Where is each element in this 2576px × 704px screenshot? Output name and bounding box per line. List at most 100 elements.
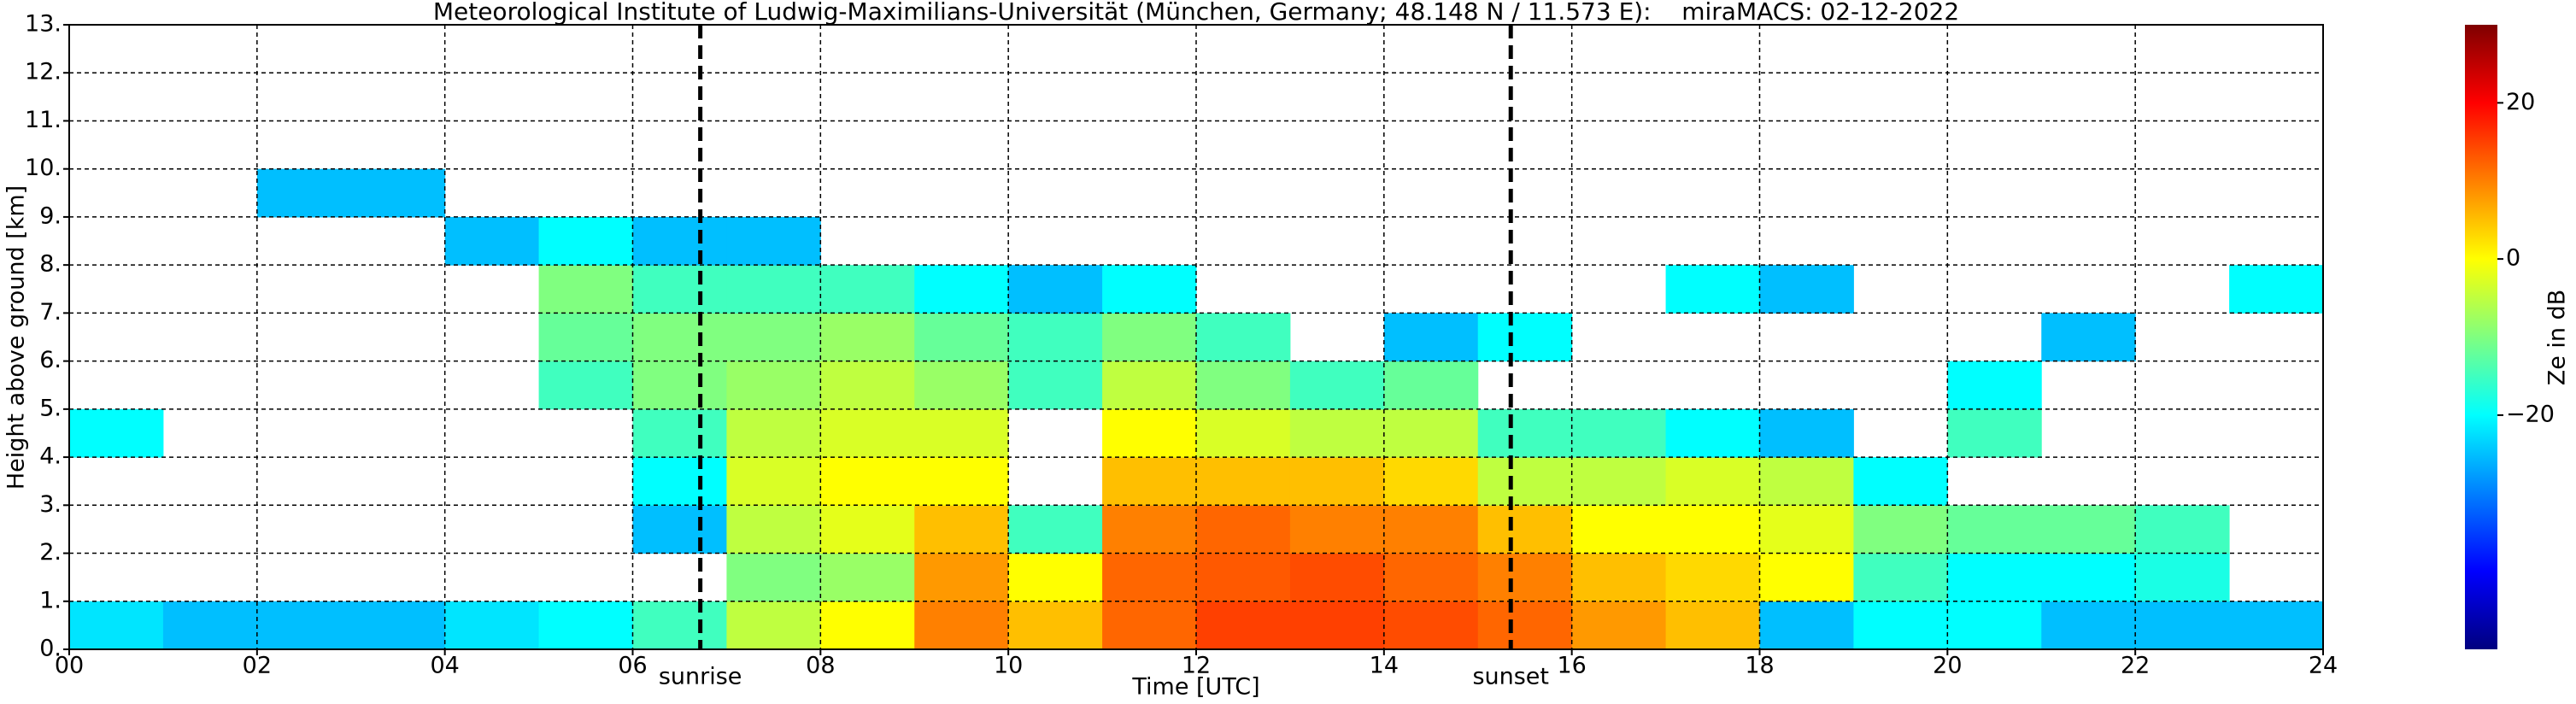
cell <box>1383 313 1479 362</box>
cell <box>1571 553 1667 602</box>
cell <box>1196 313 1291 362</box>
cell <box>350 168 446 218</box>
cell <box>820 408 915 458</box>
cells <box>69 168 2324 650</box>
x-tick-label: 04 <box>430 653 459 679</box>
y-tick-label: 5. <box>39 395 62 421</box>
cell <box>2041 313 2136 362</box>
cell <box>632 457 727 506</box>
chart-title: Meteorological Institute of Ludwig-Maxim… <box>433 0 1959 26</box>
cell <box>726 505 821 554</box>
cell <box>1759 553 1854 602</box>
cell <box>914 313 1009 362</box>
cell <box>726 265 821 314</box>
y-tick-label: 4. <box>39 443 62 470</box>
cell <box>2135 505 2230 554</box>
y-tick-label: 6. <box>39 347 62 373</box>
x-tick-label: 08 <box>806 653 835 679</box>
cell <box>1196 601 1291 650</box>
x-axis-label: Time [UTC] <box>1131 674 1259 701</box>
cell <box>1289 553 1385 602</box>
cell <box>726 216 821 266</box>
cell <box>1571 408 1667 458</box>
x-tick-label: 18 <box>1745 653 1774 679</box>
x-tick-label: 00 <box>55 653 84 679</box>
cell <box>256 168 352 218</box>
cell <box>1477 505 1573 554</box>
cell <box>632 216 727 266</box>
cell <box>1665 553 1760 602</box>
cell <box>1196 408 1291 458</box>
x-tick-label: 02 <box>243 653 272 679</box>
cell <box>1947 553 2042 602</box>
cell <box>2135 553 2230 602</box>
cell <box>1383 505 1479 554</box>
colorbar-tick-label: 0 <box>2506 245 2520 272</box>
cell <box>2041 553 2136 602</box>
cell <box>1477 313 1573 362</box>
cell <box>1102 553 1197 602</box>
cell <box>2229 601 2324 650</box>
cell <box>1008 361 1103 410</box>
cell <box>914 408 1009 458</box>
cell <box>1289 361 1385 410</box>
cell <box>1102 505 1197 554</box>
cell <box>820 457 915 506</box>
cell <box>1102 457 1197 506</box>
cell <box>1477 408 1573 458</box>
cell <box>1383 408 1479 458</box>
y-tick-label: 0. <box>39 636 62 662</box>
cell <box>1102 601 1197 650</box>
cell <box>820 553 915 602</box>
y-tick-label: 13. <box>25 11 62 38</box>
cell <box>1102 361 1197 410</box>
cell <box>2041 601 2136 650</box>
cell <box>726 313 821 362</box>
cell <box>1383 457 1479 506</box>
cell <box>914 553 1009 602</box>
cell <box>820 361 915 410</box>
cell <box>1477 457 1573 506</box>
cell <box>1571 457 1667 506</box>
cell <box>69 601 164 650</box>
cell <box>1665 601 1760 650</box>
cell <box>632 361 727 410</box>
cell <box>1759 601 1854 650</box>
x-tick-label: 20 <box>1933 653 1962 679</box>
cell <box>1947 408 2042 458</box>
cell <box>1289 505 1385 554</box>
cell <box>914 361 1009 410</box>
cell <box>726 553 821 602</box>
x-tick-label: 14 <box>1370 653 1399 679</box>
cell <box>914 265 1009 314</box>
y-tick-label: 7. <box>39 299 62 326</box>
cell <box>538 265 633 314</box>
cell <box>444 216 540 266</box>
cell <box>1759 408 1854 458</box>
cell <box>1008 601 1103 650</box>
colorbar-tick-label: 20 <box>2506 89 2535 115</box>
y-tick-label: 12. <box>25 59 62 85</box>
cell <box>1008 505 1103 554</box>
cell <box>1383 361 1479 410</box>
cell <box>914 457 1009 506</box>
cell <box>1196 361 1291 410</box>
cell <box>1477 601 1573 650</box>
cell <box>820 601 915 650</box>
x-tick-label: 10 <box>994 653 1023 679</box>
cell <box>1383 601 1479 650</box>
cell <box>1853 601 1948 650</box>
cell <box>726 408 821 458</box>
cell <box>1383 553 1479 602</box>
cell <box>1947 361 2042 410</box>
y-tick-label: 2. <box>39 539 62 566</box>
cell <box>1477 553 1573 602</box>
cell <box>726 361 821 410</box>
y-tick-label: 9. <box>39 202 62 229</box>
x-tick-label: 16 <box>1557 653 1586 679</box>
cell <box>1759 457 1854 506</box>
x-tick-label: 22 <box>2121 653 2150 679</box>
cell <box>914 601 1009 650</box>
cell <box>1853 457 1948 506</box>
